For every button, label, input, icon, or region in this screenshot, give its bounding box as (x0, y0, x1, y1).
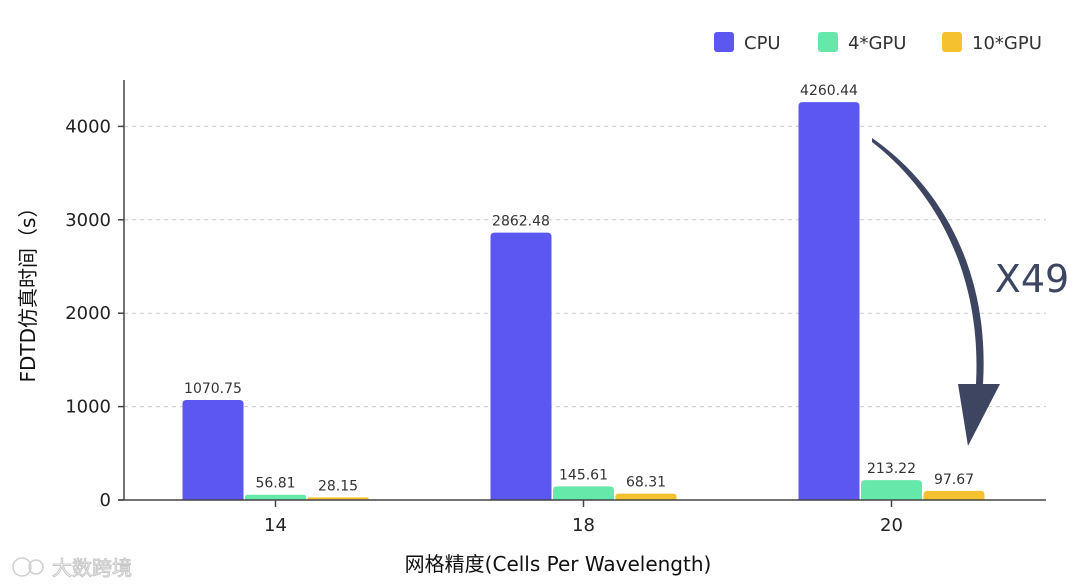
watermark: 大数跨境 (52, 556, 132, 580)
x-tick-label: 14 (264, 515, 287, 536)
x-tick-label: 18 (572, 515, 595, 536)
arrow-head-icon (958, 384, 1000, 446)
x-axis-title: 网格精度(Cells Per Wavelength) (405, 552, 712, 576)
data-label: 145.61 (559, 467, 608, 483)
data-label: 4260.44 (800, 83, 858, 99)
y-tick-label: 4000 (65, 116, 111, 137)
bar-10xgpu (615, 493, 677, 500)
data-label: 2862.48 (492, 214, 550, 230)
legend-label: 4*GPU (848, 33, 906, 54)
arrow-body (872, 138, 984, 384)
y-tick-label: 1000 (65, 397, 111, 418)
bar-4xgpu (553, 486, 614, 500)
data-label: 68.31 (626, 475, 666, 491)
legend-label: 10*GPU (972, 33, 1042, 54)
bar-10xgpu (923, 490, 985, 500)
bar-4xgpu (861, 480, 922, 500)
speedup-annotation: X49 (995, 257, 1069, 301)
y-axis-title: FDTD仿真时间（s） (16, 198, 40, 383)
y-tick-label: 0 (100, 490, 111, 511)
data-labels: 1070.75 56.81 28.15 2862.48 145.61 68.31 4260.… (184, 83, 974, 494)
data-label: 1070.75 (184, 381, 242, 397)
bar-cpu (798, 102, 860, 501)
bars (182, 102, 985, 501)
y-tick-label: 3000 (65, 210, 111, 231)
legend-swatch (818, 32, 838, 52)
data-label: 56.81 (255, 476, 295, 492)
grid-lines (124, 125, 1046, 408)
data-label: 213.22 (867, 461, 916, 477)
bar-cpu (490, 232, 552, 501)
data-label: 28.15 (318, 478, 358, 494)
legend-swatch (714, 32, 734, 52)
annotation-arrow (872, 138, 1000, 446)
bar-4xgpu (245, 494, 306, 500)
y-ticks: 0 1000 2000 3000 4000 (65, 116, 124, 511)
legend-label: CPU (744, 33, 781, 54)
watermark-logo-icon (12, 557, 44, 577)
data-label: 97.67 (934, 472, 974, 488)
x-tick-label: 20 (880, 515, 903, 536)
y-tick-label: 2000 (65, 303, 111, 324)
bar-cpu (182, 399, 244, 500)
legend-swatch (942, 32, 962, 52)
legend: CPU 4*GPU 10*GPU (714, 32, 1042, 54)
x-ticks: 14 18 20 (264, 500, 903, 536)
